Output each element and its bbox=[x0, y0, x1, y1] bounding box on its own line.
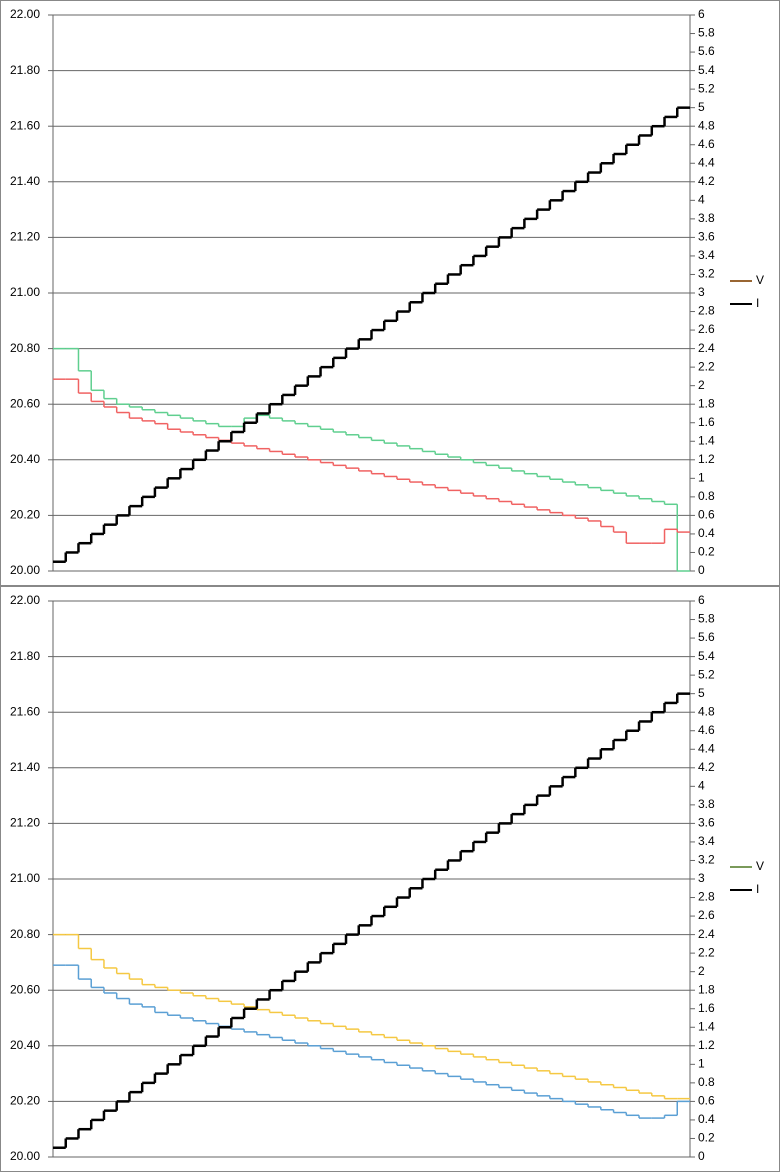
y2-tick-label: 1.6 bbox=[698, 415, 715, 429]
y2-tick-label: 2.2 bbox=[698, 945, 715, 959]
y2-tick-label: 0.4 bbox=[698, 526, 715, 540]
y-tick-label: 20.40 bbox=[10, 452, 40, 466]
y2-tick-label: 5.6 bbox=[698, 44, 715, 58]
y2-tick-label: 4.2 bbox=[698, 760, 715, 774]
chart: 20.0020.2020.4020.6020.8021.0021.2021.40… bbox=[0, 0, 780, 586]
y2-tick-label: 1.8 bbox=[698, 396, 715, 410]
chart: 20.0020.2020.4020.6020.8021.0021.2021.40… bbox=[0, 586, 780, 1172]
y-tick-label: 22.00 bbox=[10, 7, 40, 21]
y-tick-label: 21.80 bbox=[10, 63, 40, 77]
y2-tick-label: 0.8 bbox=[698, 1075, 715, 1089]
y2-tick-label: 1.2 bbox=[698, 452, 715, 466]
y-tick-label: 20.40 bbox=[10, 1038, 40, 1052]
y2-tick-label: 3 bbox=[698, 871, 705, 885]
y2-tick-label: 2.8 bbox=[698, 304, 715, 318]
y2-tick-label: 2.2 bbox=[698, 359, 715, 373]
y2-tick-label: 0 bbox=[698, 1149, 705, 1163]
y-tick-label: 21.60 bbox=[10, 704, 40, 718]
y-tick-label: 21.60 bbox=[10, 118, 40, 132]
y2-tick-label: 1.8 bbox=[698, 982, 715, 996]
y2-tick-label: 2 bbox=[698, 964, 705, 978]
y2-tick-label: 1 bbox=[698, 1057, 705, 1071]
y2-tick-label: 5.2 bbox=[698, 81, 715, 95]
y2-tick-label: 5 bbox=[698, 100, 705, 114]
y2-tick-label: 0.6 bbox=[698, 508, 715, 522]
y2-tick-label: 0 bbox=[698, 563, 705, 577]
y2-tick-label: 4.8 bbox=[698, 704, 715, 718]
legend-label: I bbox=[756, 882, 759, 896]
y2-tick-label: 5 bbox=[698, 686, 705, 700]
y-tick-label: 21.20 bbox=[10, 816, 40, 830]
y-tick-label: 21.20 bbox=[10, 230, 40, 244]
y2-tick-label: 1.4 bbox=[698, 433, 715, 447]
y-tick-label: 20.00 bbox=[10, 1149, 40, 1163]
y-tick-label: 20.20 bbox=[10, 508, 40, 522]
legend-label: I bbox=[756, 296, 759, 310]
y2-tick-label: 1.2 bbox=[698, 1038, 715, 1052]
y2-tick-label: 4 bbox=[698, 779, 705, 793]
y2-tick-label: 4.4 bbox=[698, 155, 715, 169]
y2-tick-label: 5.2 bbox=[698, 667, 715, 681]
y-tick-label: 22.00 bbox=[10, 593, 40, 607]
y2-tick-label: 3.6 bbox=[698, 816, 715, 830]
y2-tick-label: 0.6 bbox=[698, 1094, 715, 1108]
y2-tick-label: 3.6 bbox=[698, 230, 715, 244]
y2-tick-label: 2.4 bbox=[698, 927, 715, 941]
y2-tick-label: 2.6 bbox=[698, 322, 715, 336]
y2-tick-label: 3.4 bbox=[698, 248, 715, 262]
y2-tick-label: 2.6 bbox=[698, 908, 715, 922]
y-tick-label: 20.80 bbox=[10, 341, 40, 355]
y2-tick-label: 2 bbox=[698, 378, 705, 392]
y-tick-label: 21.00 bbox=[10, 871, 40, 885]
y2-tick-label: 5.6 bbox=[698, 630, 715, 644]
y2-tick-label: 5.4 bbox=[698, 63, 715, 77]
legend-label: V bbox=[756, 273, 764, 287]
y2-tick-label: 5.4 bbox=[698, 649, 715, 663]
y2-tick-label: 2.4 bbox=[698, 341, 715, 355]
y-tick-label: 21.00 bbox=[10, 285, 40, 299]
y2-tick-label: 3.4 bbox=[698, 834, 715, 848]
y2-tick-label: 4.6 bbox=[698, 723, 715, 737]
y-tick-label: 21.40 bbox=[10, 174, 40, 188]
y-tick-label: 21.80 bbox=[10, 649, 40, 663]
y2-tick-label: 3.8 bbox=[698, 211, 715, 225]
y2-tick-label: 3.2 bbox=[698, 267, 715, 281]
legend-label: V bbox=[756, 859, 764, 873]
y2-tick-label: 4.8 bbox=[698, 118, 715, 132]
y-tick-label: 21.40 bbox=[10, 760, 40, 774]
y2-tick-label: 4.4 bbox=[698, 741, 715, 755]
y2-tick-label: 1.6 bbox=[698, 1001, 715, 1015]
y-tick-label: 20.80 bbox=[10, 927, 40, 941]
y2-tick-label: 0.4 bbox=[698, 1112, 715, 1126]
y2-tick-label: 1.4 bbox=[698, 1019, 715, 1033]
y2-tick-label: 4.2 bbox=[698, 174, 715, 188]
y2-tick-label: 3.8 bbox=[698, 797, 715, 811]
y-tick-label: 20.20 bbox=[10, 1094, 40, 1108]
y2-tick-label: 4 bbox=[698, 193, 705, 207]
y2-tick-label: 1 bbox=[698, 471, 705, 485]
y2-tick-label: 3.2 bbox=[698, 853, 715, 867]
y2-tick-label: 6 bbox=[698, 7, 705, 21]
y-tick-label: 20.60 bbox=[10, 982, 40, 996]
y2-tick-label: 0.8 bbox=[698, 489, 715, 503]
y2-tick-label: 5.8 bbox=[698, 26, 715, 40]
y-tick-label: 20.00 bbox=[10, 563, 40, 577]
y2-tick-label: 4.6 bbox=[698, 137, 715, 151]
y2-tick-label: 5.8 bbox=[698, 612, 715, 626]
y2-tick-label: 3 bbox=[698, 285, 705, 299]
y2-tick-label: 0.2 bbox=[698, 1131, 715, 1145]
y2-tick-label: 6 bbox=[698, 593, 705, 607]
y2-tick-label: 0.2 bbox=[698, 545, 715, 559]
y-tick-label: 20.60 bbox=[10, 396, 40, 410]
y2-tick-label: 2.8 bbox=[698, 890, 715, 904]
